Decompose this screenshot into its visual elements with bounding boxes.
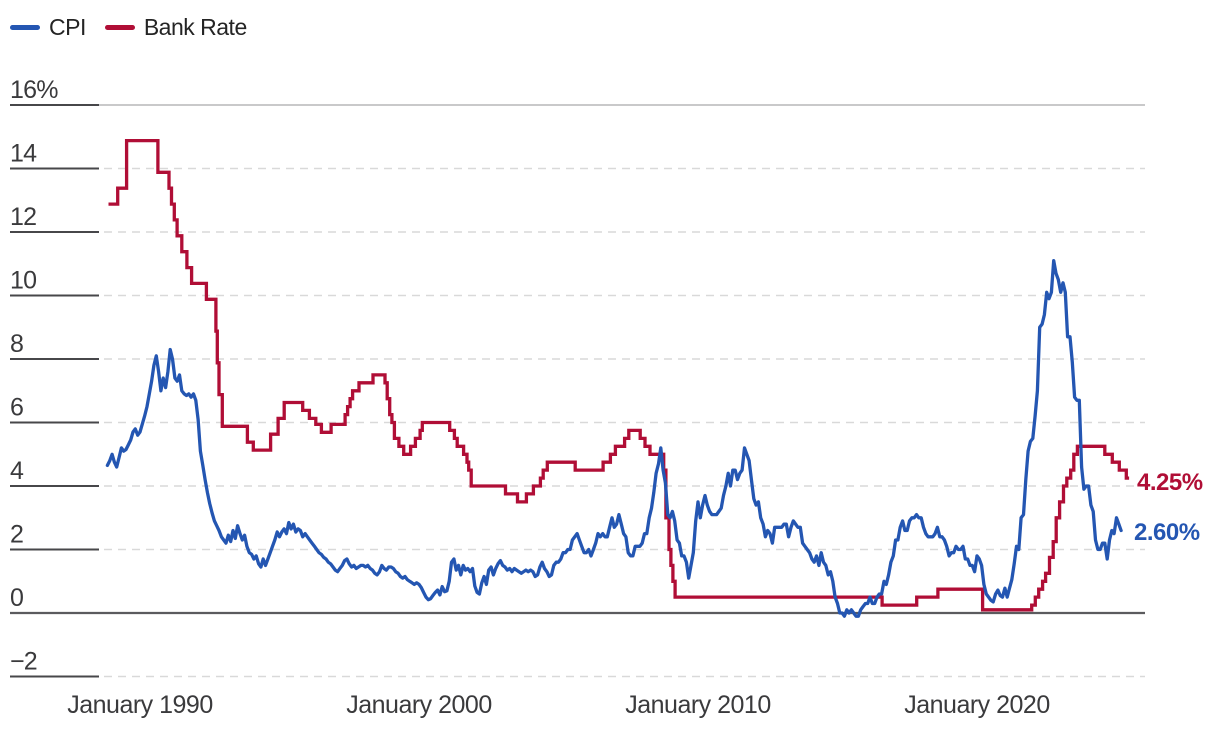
bank-rate-end-label: 4.25%	[1137, 469, 1203, 496]
y-tick-label: 8	[10, 330, 23, 358]
x-axis-labels: January 1990 January 2000 January 2010 Janu…	[67, 691, 1050, 719]
bank-rate-line	[108, 138, 1130, 612]
cpi-line-swatch	[10, 25, 40, 30]
legend: CPI Bank Rate	[10, 16, 247, 39]
cpi-end-label: 2.60%	[1134, 519, 1200, 546]
y-tick-label: 6	[10, 394, 23, 422]
y-tick-label: 14	[10, 140, 37, 168]
y-tick-label: 4	[10, 457, 24, 485]
y-tick-label: 2	[10, 521, 23, 549]
y-tick-label: 12	[10, 203, 36, 231]
legend-label-cpi: CPI	[49, 14, 86, 40]
x-tick-label: January 2000	[346, 691, 492, 719]
x-tick-label: January 2020	[904, 691, 1050, 719]
x-tick-label: January 1990	[67, 691, 213, 719]
y-tick-label: 16%	[10, 76, 58, 104]
grid-layer: 16% 14 12 10 8 6 4 2 0 −2	[10, 76, 1145, 678]
y-tick-label: −2	[10, 648, 37, 676]
y-tick-label: 10	[10, 267, 36, 295]
legend-item-cpi: CPI	[10, 16, 86, 39]
cpi-line	[105, 258, 1123, 618]
legend-item-bank-rate: Bank Rate	[104, 14, 247, 40]
x-tick-label: January 2010	[625, 691, 771, 719]
bank-rate-line-swatch	[104, 25, 135, 30]
legend-label-bank-rate: Bank Rate	[143, 14, 247, 40]
y-tick-label: 0	[10, 584, 23, 612]
